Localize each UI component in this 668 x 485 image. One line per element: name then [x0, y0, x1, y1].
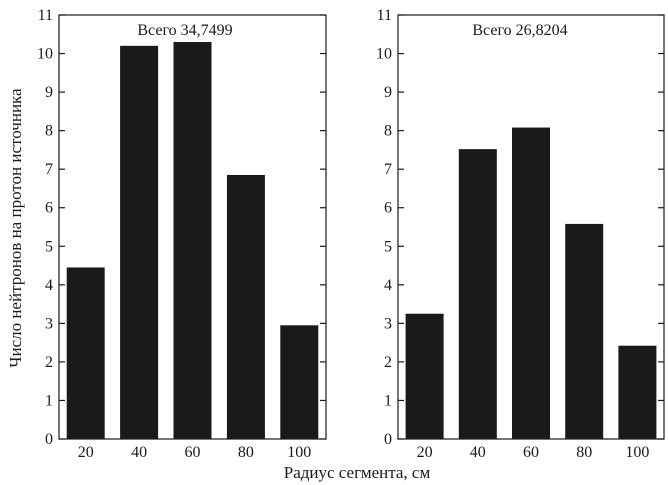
y-tick-label: 1: [384, 392, 392, 409]
y-tick-label: 7: [384, 161, 392, 178]
y-tick-label: 10: [37, 46, 53, 63]
x-tick-label: 60: [185, 444, 201, 461]
y-tick-label: 3: [384, 315, 392, 332]
x-tick-label: 40: [131, 444, 147, 461]
bar-20: [405, 313, 444, 439]
y-axis-title: Число нейтронов на протон источника: [6, 88, 25, 368]
x-tick-label: 100: [287, 444, 311, 461]
y-tick-label: 7: [45, 161, 53, 178]
panel-title: Всего 34,7499: [137, 22, 232, 39]
bar-60: [173, 41, 212, 440]
x-tick-label: 20: [417, 444, 433, 461]
y-tick-label: 3: [45, 315, 53, 332]
y-tick-label: 9: [45, 84, 53, 101]
chart-panel-left: 0 1 2 3 4 5 6 7 8 9 10 11 20 40 60 80 100 Всего 34,7499: [37, 7, 327, 461]
x-tick-label: 100: [625, 444, 649, 461]
y-tick-label: 9: [384, 84, 392, 101]
chart-panel-right: 0 1 2 3 4 5 6 7 8 9 10 11 20 40 60 80 100 Всего 26,8204: [376, 7, 665, 461]
bar-40: [120, 45, 159, 439]
y-tick-label: 2: [45, 354, 53, 371]
y-tick-label: 11: [38, 7, 53, 24]
y-tick-label: 6: [384, 200, 392, 217]
y-tick-label: 5: [45, 238, 53, 255]
x-tick-label: 60: [523, 444, 539, 461]
bar-100: [618, 345, 657, 439]
y-tick-label: 0: [384, 431, 392, 448]
bar-60: [512, 127, 550, 439]
y-tick-label: 2: [384, 354, 392, 371]
bar-80: [565, 223, 604, 439]
y-tick-label: 1: [45, 392, 53, 409]
bar-40: [458, 149, 497, 439]
y-tick-label: 10: [376, 46, 392, 63]
x-tick-label: 80: [576, 444, 592, 461]
x-tick-label: 20: [78, 444, 94, 461]
x-tick-label: 40: [470, 444, 486, 461]
y-tick-label: 8: [384, 123, 392, 140]
y-tick-label: 4: [45, 277, 53, 294]
panel-title: Всего 26,8204: [472, 22, 567, 39]
y-tick-label: 11: [377, 7, 392, 24]
bar-100: [280, 325, 319, 439]
bar-20: [66, 267, 105, 439]
y-tick-label: 0: [45, 431, 53, 448]
y-tick-label: 8: [45, 123, 53, 140]
y-tick-label: 5: [384, 238, 392, 255]
x-tick-label: 80: [238, 444, 254, 461]
y-tick-label: 6: [45, 200, 53, 217]
x-axis-title: Радиус сегмента, см: [284, 463, 431, 482]
bar-80: [226, 174, 265, 440]
y-tick-label: 4: [384, 277, 392, 294]
